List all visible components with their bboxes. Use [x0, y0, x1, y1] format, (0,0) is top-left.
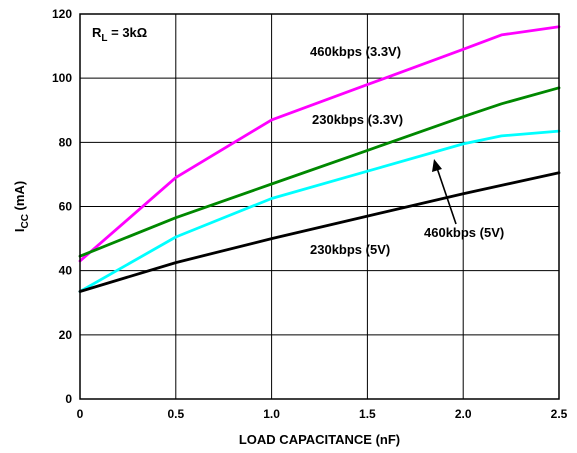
series-label-460kbps-5v: 460kbps (5V): [424, 225, 504, 240]
condition-label: RL = 3kΩ: [92, 25, 147, 44]
annotation-arrow-head: [432, 159, 442, 172]
y-axis-label: ICC (mA): [12, 181, 31, 232]
series-layer: [78, 25, 561, 293]
x-tick-label: 0.5: [167, 407, 184, 421]
series-label-230kbps-5v: 230kbps (5V): [310, 242, 390, 257]
y-tick-label: 20: [59, 328, 73, 342]
x-tick-labels: 0 0.5 1.0 1.5 2.0 2.5: [77, 407, 568, 421]
x-tick-label: 1.5: [359, 407, 376, 421]
annotation-arrow-line: [436, 167, 457, 225]
series-line-3: [78, 171, 561, 293]
plot-frame: [79, 13, 560, 400]
condition-main: R: [92, 25, 102, 40]
y-tick-label: 0: [65, 392, 72, 406]
y-tick-label: 100: [52, 71, 72, 85]
condition-sub: L: [101, 33, 107, 44]
y-tick-label: 60: [59, 200, 73, 214]
y-axis-label-sub: CC: [20, 214, 31, 228]
x-tick-label: 2.5: [551, 407, 568, 421]
y-tick-label: 80: [59, 135, 73, 149]
series-line-2: [78, 129, 561, 293]
y-axis-label-main: I: [12, 229, 27, 233]
x-tick-label: 1.0: [263, 407, 280, 421]
x-tick-label: 0: [77, 407, 84, 421]
x-tick-label: 2.0: [455, 407, 472, 421]
y-tick-label: 40: [59, 264, 73, 278]
y-axis-label-unit: (mA): [12, 181, 27, 214]
series-line-0: [78, 25, 561, 263]
grid: [79, 13, 560, 400]
series-label-460kbps-3v3: 460kbps (3.3V): [310, 44, 401, 59]
series-line-1: [78, 86, 561, 258]
series-label-230kbps-3v3: 230kbps (3.3V): [312, 112, 403, 127]
y-tick-labels: 0 20 40 60 80 100 120: [52, 7, 72, 406]
y-tick-label: 120: [52, 7, 72, 21]
condition-rest: = 3kΩ: [108, 25, 148, 40]
x-axis-label: LOAD CAPACITANCE (nF): [239, 432, 400, 447]
